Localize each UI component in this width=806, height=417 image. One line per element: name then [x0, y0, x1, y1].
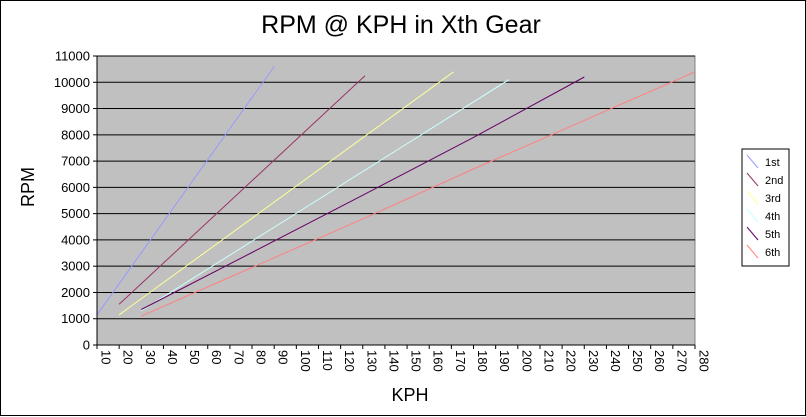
x-tick-label: 100: [298, 350, 313, 372]
x-tick-label: 60: [209, 350, 224, 364]
x-tick-label: 260: [652, 350, 667, 372]
x-tick-label: 250: [630, 350, 645, 372]
y-tick-label: 11000: [55, 49, 90, 64]
y-tick-label: 10000: [54, 75, 90, 90]
x-axis-label: KPH: [391, 385, 428, 405]
y-tick-label: 0: [83, 338, 90, 353]
legend-label-6th: 6th: [765, 247, 780, 259]
legend-label-5th: 5th: [765, 229, 780, 241]
legend-label-2nd: 2nd: [765, 175, 783, 187]
x-tick-label: 180: [475, 350, 490, 372]
x-tick-label: 120: [342, 350, 357, 372]
y-tick-label: 4000: [61, 232, 90, 247]
y-tick-label: 1000: [61, 311, 90, 326]
x-tick-label: 170: [453, 350, 468, 372]
x-tick-label: 10: [99, 350, 114, 364]
legend-label-1st: 1st: [765, 157, 780, 169]
x-tick-label: 130: [364, 350, 379, 372]
legend-label-4th: 4th: [765, 211, 780, 223]
x-tick-label: 220: [564, 350, 579, 372]
x-tick-label: 20: [121, 350, 136, 364]
y-tick-label: 9000: [61, 101, 90, 116]
y-tick-label: 5000: [61, 206, 90, 221]
x-tick-label: 270: [674, 350, 689, 372]
x-tick-labels: 10 20 30 40 50 60 70 80 90 100 110 120 130 140 150 160 1…: [96, 345, 712, 372]
x-tick-label: 200: [519, 350, 534, 372]
x-tick-label: 90: [276, 350, 291, 364]
x-tick-label: 140: [386, 350, 401, 372]
x-tick-label: 190: [497, 350, 512, 372]
axes: [96, 56, 695, 346]
x-tick-label: 80: [254, 350, 269, 364]
series-line-4th: [141, 79, 510, 312]
legend-swatch-5th: [746, 226, 759, 241]
legend-swatch-6th: [746, 244, 759, 259]
x-tick-label: 40: [165, 350, 180, 364]
y-tick-label: 7000: [61, 154, 90, 169]
x-tick-label: 70: [231, 350, 246, 364]
x-tick-label: 280: [697, 350, 712, 372]
legend-swatch-1st: [746, 154, 759, 169]
y-tick-label: 2000: [61, 285, 90, 300]
y-tick-label: 8000: [61, 127, 90, 142]
y-axis-label: RPM: [18, 167, 38, 207]
series-lines: [96, 66, 696, 317]
legend-swatch-3rd: [746, 190, 759, 205]
x-tick-label: 210: [541, 350, 556, 372]
x-tick-label: 50: [187, 350, 202, 364]
legend-swatch-4th: [746, 208, 759, 223]
x-tick-label: 150: [409, 350, 424, 372]
series-line-2nd: [118, 75, 366, 305]
series-line-1st: [96, 66, 275, 316]
x-tick-label: 110: [320, 350, 335, 371]
legend-label-3rd: 3rd: [765, 193, 781, 205]
legend-swatch-2nd: [746, 172, 759, 187]
x-tick-label: 240: [608, 350, 623, 372]
x-tick-label: 30: [143, 350, 158, 364]
series-line-5th: [141, 76, 585, 310]
y-tick-label: 3000: [61, 259, 90, 274]
legend-box: [741, 148, 790, 267]
gridlines: [97, 55, 695, 320]
series-line-3rd: [118, 71, 454, 316]
plot-area: [96, 55, 696, 346]
legend: 1st 2nd 3rd 4th 5th 6th: [741, 148, 790, 267]
series-line-6th: [141, 71, 696, 317]
y-tick-labels: 0 1000 2000 3000 4000 5000 6000 7000 8000 9000 100…: [54, 49, 97, 353]
x-tick-label: 230: [586, 350, 601, 372]
x-tick-label: 160: [431, 350, 446, 372]
y-tick-label: 6000: [61, 180, 90, 195]
chart-title: RPM @ KPH in Xth Gear: [261, 11, 541, 39]
